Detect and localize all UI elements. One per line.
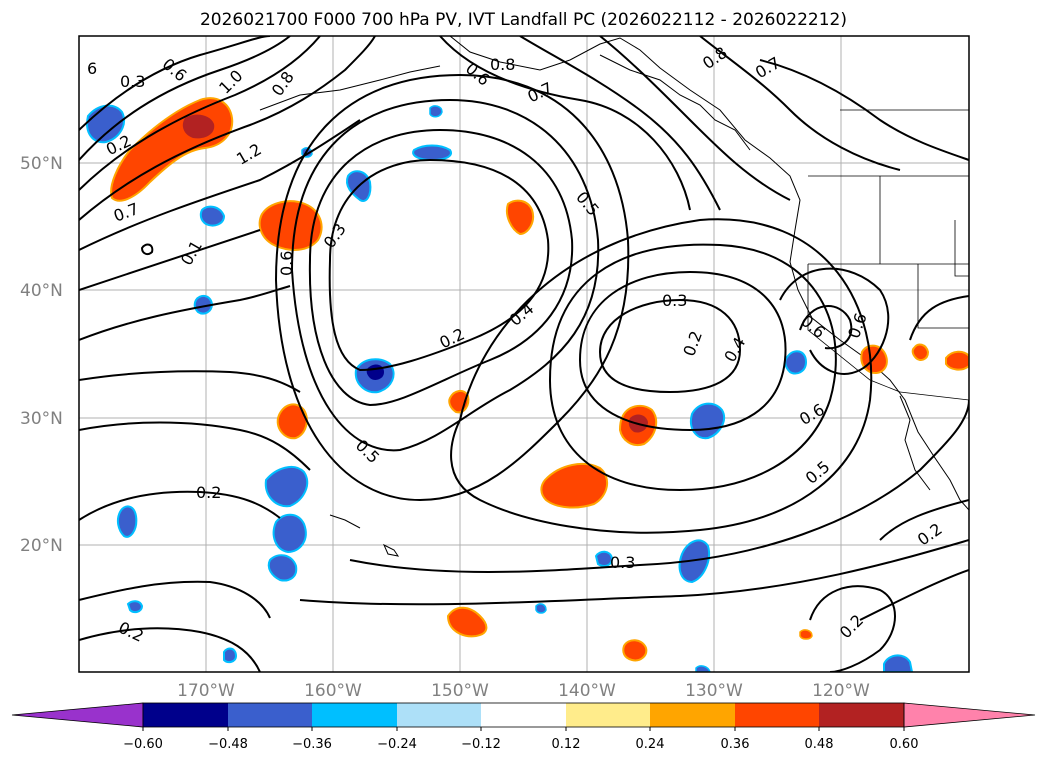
colorbar-segment [735, 703, 819, 727]
lat-label: 20°N [20, 536, 63, 556]
colorbar-tick-label: 0.24 [636, 737, 665, 752]
lat-label: 50°N [20, 154, 63, 174]
colorbar-tick-label: −0.24 [377, 737, 417, 752]
contour-label: 0.3 [662, 291, 687, 310]
latitude-labels: 50°N 40°N 30°N 20°N [20, 154, 63, 556]
pv-contours [79, 36, 969, 672]
gridlines [79, 36, 969, 672]
colorbar-segment [312, 703, 397, 727]
colorbar-tick-label: 0.48 [805, 737, 834, 752]
state-borders [807, 109, 969, 401]
colorbar-segment [397, 703, 481, 727]
contour-label: 0.3 [120, 72, 145, 91]
colorbar-tick-label: −0.36 [292, 737, 332, 752]
colorbar-segment [228, 703, 312, 727]
contour-label: 0.2 [196, 483, 221, 502]
colorbar-tick-label: −0.60 [123, 737, 163, 752]
contour-label: 6 [87, 59, 97, 78]
longitude-labels: 170°W 160°W 150°W 140°W 130°W 120°W [177, 681, 870, 701]
map-background [79, 36, 969, 672]
lon-label: 130°W [685, 681, 743, 701]
coastlines [259, 36, 969, 557]
colorbar-extend-high [903, 702, 1036, 728]
lon-label: 170°W [177, 681, 235, 701]
lat-label: 30°N [20, 409, 63, 429]
lon-label: 140°W [558, 681, 616, 701]
lon-label: 120°W [812, 681, 870, 701]
lon-label: 160°W [304, 681, 362, 701]
colorbar-tick-label: 0.12 [552, 737, 581, 752]
map-title: 2026021700 F000 700 hPa PV, IVT Landfall… [199, 10, 847, 30]
colorbar-segment [481, 703, 566, 727]
colorbar-segment [143, 703, 228, 727]
negative-anomaly-fills [86, 104, 914, 672]
colorbar-extend-low [11, 702, 144, 728]
contour-label: 0.8 [490, 55, 515, 74]
colorbar-segment [566, 703, 650, 727]
lat-label: 40°N [20, 281, 63, 301]
colorbar-tick-label: −0.12 [461, 737, 501, 752]
contour-label: 0.6 [277, 251, 296, 276]
colorbar-segment [650, 703, 735, 727]
colorbar-tick-label: −0.48 [208, 737, 248, 752]
map-frame [78, 35, 970, 673]
lon-label: 150°W [431, 681, 489, 701]
contour-label: 0.3 [610, 553, 635, 572]
colorbar: −0.60 −0.48 −0.36 −0.24 −0.12 0.12 0.24 … [11, 702, 1036, 752]
colorbar-tick-label: 0.36 [721, 737, 750, 752]
colorbar-segment [819, 703, 904, 727]
colorbar-tick-label: 0.60 [890, 737, 919, 752]
